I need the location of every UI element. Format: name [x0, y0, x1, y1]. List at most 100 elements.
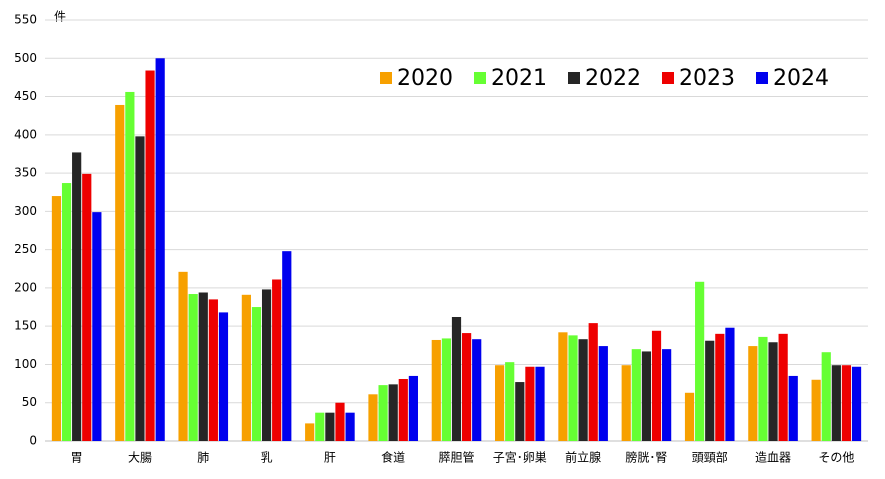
bar: [282, 251, 292, 441]
bar: [451, 316, 462, 441]
bar: [198, 292, 208, 441]
x-tick-label: 頭頸部: [692, 450, 728, 465]
x-tick-label: 大腸: [128, 451, 152, 465]
x-tick-label: 肝: [324, 451, 336, 465]
bar: [821, 352, 831, 441]
x-tick-label: 子宮･卵巣: [493, 450, 547, 465]
legend-swatch: [662, 72, 674, 84]
x-tick-label: 造血器: [755, 451, 791, 465]
bar: [631, 349, 641, 441]
bar: [335, 402, 345, 441]
y-tick-label: 550: [14, 13, 37, 27]
bar: [495, 365, 505, 441]
bar: [621, 365, 631, 441]
bar: [368, 394, 378, 441]
bar: [345, 412, 355, 441]
bar: [178, 271, 188, 441]
bar: [61, 183, 72, 442]
y-tick-label: 50: [22, 395, 37, 409]
bar: [408, 375, 418, 441]
bar: [462, 333, 472, 441]
bar: [695, 281, 705, 441]
x-tick-label: 肺: [197, 451, 209, 465]
x-tick-label: 乳: [261, 451, 273, 465]
x-tick-label: 食道: [381, 450, 405, 465]
bar: [831, 365, 841, 441]
legend-swatch: [474, 72, 486, 84]
bar: [472, 339, 482, 441]
bar: [251, 307, 262, 441]
bar: [515, 382, 525, 441]
bar: [208, 299, 218, 441]
bar: [188, 294, 198, 441]
bar: [811, 379, 821, 441]
y-tick-label: 500: [14, 51, 37, 65]
bar: [558, 332, 568, 441]
legend-swatch: [756, 72, 768, 84]
bar: [684, 392, 695, 441]
bar: [788, 375, 798, 441]
legend-text: 2023: [679, 66, 735, 91]
legend-text: 2021: [491, 66, 547, 91]
x-tick-label: 膵胆管: [438, 450, 474, 465]
bar: [758, 336, 768, 441]
x-tick-label: その他: [818, 451, 854, 465]
bar: [441, 338, 451, 441]
bar: [505, 362, 515, 441]
bar: [145, 70, 155, 442]
bar: [715, 333, 725, 441]
y-axis-unit: 件: [54, 10, 66, 24]
y-tick-label: 350: [14, 166, 37, 180]
bar: [325, 412, 335, 441]
x-tick-label: 膀胱･腎: [625, 450, 667, 465]
y-tick-label: 300: [14, 204, 37, 218]
x-tick-label: 胃: [71, 451, 83, 465]
bar: [115, 104, 125, 441]
bar: [725, 327, 735, 441]
bar: [748, 346, 758, 441]
bar: [155, 58, 165, 441]
bar: [388, 384, 398, 441]
y-tick-label: 400: [14, 127, 37, 141]
bar: [568, 335, 578, 441]
bar: [398, 378, 408, 441]
bar: [778, 333, 788, 441]
y-tick-label: 100: [14, 357, 37, 371]
bar: [92, 212, 102, 441]
bar: [841, 365, 852, 441]
bar: [431, 339, 441, 441]
bar: [272, 279, 282, 441]
legend-text: 2024: [773, 66, 829, 91]
y-tick-label: 150: [14, 319, 37, 333]
y-tick-label: 200: [14, 280, 37, 294]
bar: [662, 349, 672, 441]
bar: [125, 91, 135, 441]
bar: [82, 173, 92, 441]
x-tick-label: 前立腺: [565, 450, 601, 465]
legend-swatch: [568, 72, 580, 84]
bar: [578, 339, 588, 441]
legend-text: 2020: [397, 66, 453, 91]
bar: [525, 366, 535, 441]
bar: [261, 289, 272, 441]
bar: [315, 412, 325, 441]
bar: [588, 323, 598, 441]
bar: [851, 366, 862, 441]
y-tick-label: 450: [14, 89, 37, 103]
y-tick-label: 250: [14, 242, 37, 256]
bar: [705, 340, 715, 441]
legend-text: 2022: [585, 66, 641, 91]
bar: [135, 136, 145, 441]
bar: [378, 385, 388, 441]
bar: [535, 366, 545, 441]
bar: [305, 423, 315, 441]
bar: [241, 294, 251, 441]
y-tick-label: 0: [29, 434, 37, 448]
bar: [651, 330, 662, 441]
bar: [51, 196, 62, 441]
bar: [598, 346, 608, 441]
bar: [768, 342, 778, 441]
legend-swatch: [380, 72, 392, 84]
bar: [218, 312, 229, 441]
